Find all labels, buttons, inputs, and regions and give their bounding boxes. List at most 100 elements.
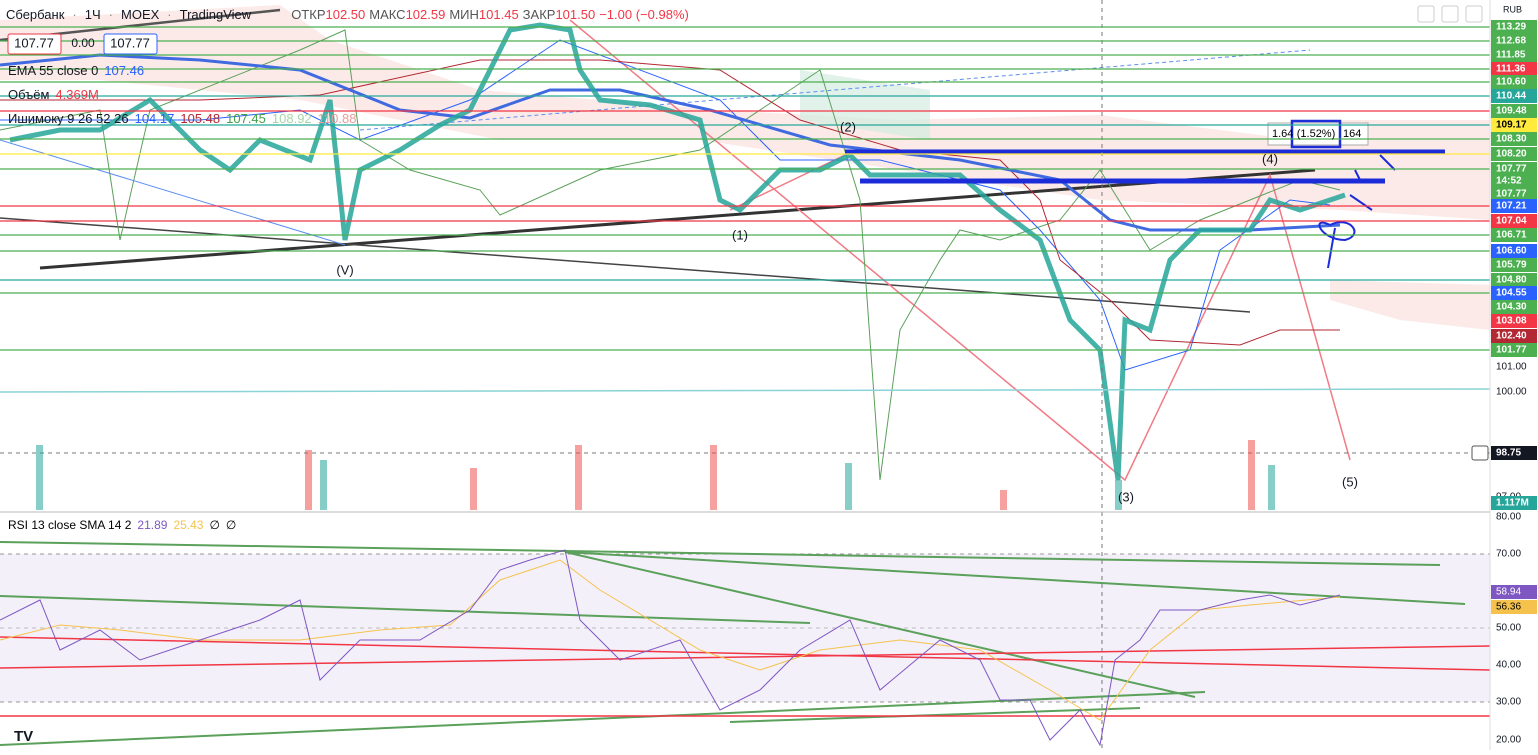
- volume-value: 4.369M: [55, 87, 98, 102]
- rsi-sma: [0, 559, 1341, 721]
- rsi-trend: [0, 691, 1206, 746]
- price-label-bg: [1491, 118, 1537, 132]
- bid-box[interactable]: [7, 33, 62, 55]
- price-label-bg: [1491, 496, 1537, 510]
- price-label: 100.00: [1496, 387, 1527, 398]
- rsi-trend: [0, 595, 811, 624]
- ichimoku-value: 110.88: [318, 111, 357, 126]
- ichimoku-cloud: [800, 70, 930, 140]
- price-label-bg: [1491, 187, 1537, 201]
- rsi-axis-label: 50.00: [1496, 623, 1521, 634]
- volume-legend: Объём 4.369M: [8, 87, 99, 102]
- button[interactable]: [1441, 5, 1459, 23]
- price-label-bg: [1491, 34, 1537, 48]
- price-label-bg: [1491, 48, 1537, 62]
- exchange: MOEX: [121, 7, 160, 22]
- ema-label: EMA 55 close 0: [8, 63, 98, 78]
- rsi-axis-label: 58.94: [1496, 587, 1521, 598]
- ichimoku-value: 107.45: [226, 111, 266, 126]
- price-label-bg: [1491, 258, 1537, 272]
- currency: RUB: [1503, 4, 1522, 14]
- price-label: 110.44: [1496, 91, 1526, 102]
- price-label: 106.71: [1496, 230, 1527, 241]
- measure-left: 1.64: [1272, 128, 1293, 140]
- price-pane: [0, 0, 1491, 750]
- price-label: 111.36: [1496, 64, 1526, 75]
- rsi-trend: [0, 541, 1441, 566]
- toolbar: [1417, 5, 1489, 461]
- rsi-axis-label: 70.00: [1496, 549, 1521, 560]
- wave-label: (3): [1118, 489, 1134, 504]
- price-label-bg: [1491, 244, 1537, 258]
- ohlc-label: МИН: [449, 7, 479, 22]
- trend-line: [359, 49, 1311, 131]
- rsi-pane: [0, 511, 1538, 747]
- price-label: 108.20: [1496, 149, 1527, 160]
- price-label-bg: [1491, 329, 1537, 343]
- price-label-bg: [1491, 446, 1537, 460]
- price-label-bg: [1491, 314, 1537, 328]
- price-label: 113.29: [1496, 22, 1526, 33]
- ichimoku-value: 108.92: [272, 111, 312, 126]
- ichimoku-cloud: [0, 5, 1490, 220]
- price-label: 101.77: [1496, 345, 1527, 356]
- rsi-value: 21.89: [137, 518, 167, 532]
- rsi-value: ∅: [209, 518, 219, 532]
- price-label: 111.85: [1496, 50, 1526, 61]
- add-button[interactable]: [1471, 445, 1489, 461]
- button[interactable]: [1417, 5, 1435, 23]
- price-label-bg: [1491, 214, 1537, 228]
- rsi-label-bg: [1491, 600, 1537, 614]
- rsi-line: [0, 549, 1341, 747]
- source: TradingView: [180, 7, 252, 22]
- measure-right: 164: [1343, 128, 1361, 140]
- price-label: 105.79: [1496, 260, 1527, 271]
- rsi-axis-label: 40.00: [1496, 660, 1521, 671]
- rsi-legend: RSI 13 close SMA 14 2 21.89 25.43 ∅ ∅: [8, 518, 236, 532]
- price-label-bg: [1491, 104, 1537, 118]
- legend: Сбербанк · 1Ч · MOEX · TradingView ОТКР102.50 МА…: [6, 7, 689, 22]
- measure-highlight: [1290, 119, 1342, 149]
- ask: 107.77: [110, 35, 150, 50]
- price-label: 112.68: [1496, 36, 1526, 47]
- ohlc-label: МАКС: [369, 7, 405, 22]
- rsi-value: 25.43: [173, 518, 203, 532]
- ichimoku-value: 104.17: [135, 111, 175, 126]
- price-label: 102.40: [1496, 331, 1527, 342]
- price-label: 109.17: [1496, 120, 1527, 131]
- symbol: Сбербанк: [6, 7, 65, 22]
- price-candles: [9, 22, 1346, 481]
- rsi-axis-label: 56.36: [1496, 602, 1521, 613]
- logo: TV: [14, 728, 33, 745]
- wave-label: (4): [1262, 151, 1278, 166]
- ask-box[interactable]: [103, 33, 158, 55]
- price-label-bg: [1491, 300, 1537, 314]
- volume-label: Объём: [8, 87, 49, 102]
- price-label-bg: [1491, 286, 1537, 300]
- measure-center: (1.52%): [1297, 128, 1336, 140]
- ohlc-label: ОТКР: [291, 7, 325, 22]
- price-label-bg: [1491, 343, 1537, 357]
- wave-line: [569, 19, 1351, 482]
- ema-legend: EMA 55 close 0 107.46: [8, 63, 144, 78]
- button[interactable]: [1465, 5, 1483, 23]
- price-label-bg: [1491, 20, 1537, 34]
- wave-label: (1): [732, 227, 748, 242]
- rsi-axis-label: 80.00: [1496, 512, 1521, 523]
- price-label-bg: [1491, 199, 1537, 213]
- rsi-axis-label: 20.00: [1496, 735, 1521, 746]
- price-label: 110.60: [1496, 77, 1526, 88]
- price-label: 103.08: [1496, 316, 1527, 327]
- price-label: 108.30: [1496, 134, 1527, 145]
- ohlc-value: 101.50: [555, 7, 595, 22]
- price-label: 98.75: [1496, 448, 1521, 459]
- price-label: 1.117M: [1496, 498, 1529, 509]
- rsi-trend: [0, 645, 1491, 669]
- price-label: 109.48: [1496, 106, 1527, 117]
- spread: 0.00: [71, 36, 95, 50]
- price-label-bg: [1491, 147, 1537, 161]
- price-label: 107.21: [1496, 201, 1527, 212]
- ohlc-value: 101.45: [479, 7, 519, 22]
- ichimoku-label: Ишимоку 9 26 52 26: [8, 111, 129, 126]
